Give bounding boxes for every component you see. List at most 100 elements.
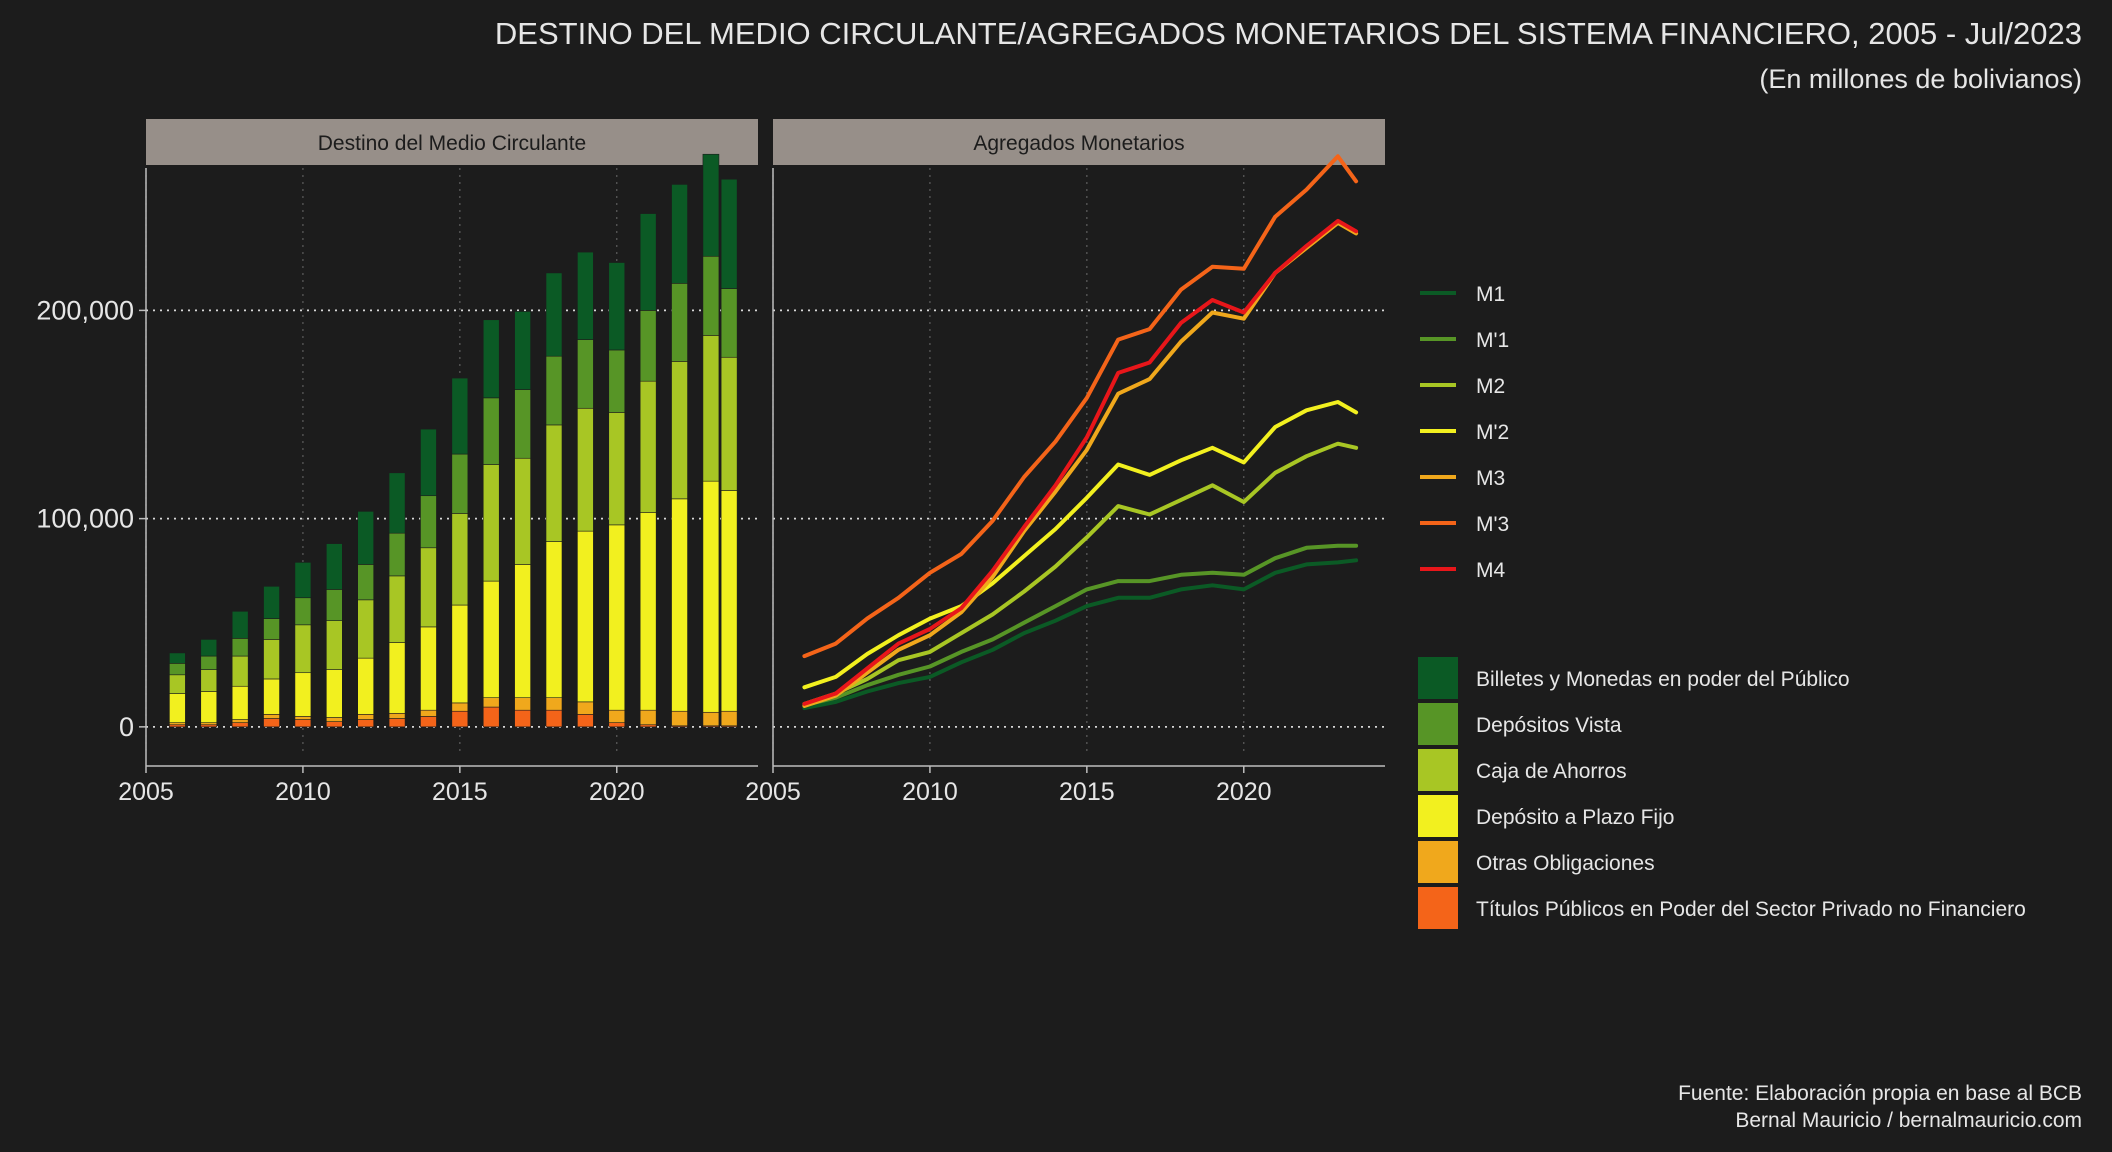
bar-deposito-a-plazo-fijo [451,604,469,704]
bar-caja-de-ahorros [671,361,688,500]
bar-otras-obligaciones [482,697,500,708]
strip-title: Destino del Medio Circulante [318,132,586,155]
bar-titulos-publicos-en-poder-del-sector-privado-no-financiero [200,724,218,728]
panel-destino: Destino del Medio Circulante 2005 2010 2015… [36,119,758,806]
bar-otras-obligaciones [545,697,563,711]
bar-titulos-publicos-en-poder-del-sector-privado-no-financiero [577,714,594,728]
caption-author: Bernal Mauricio / bernalmauricio.com [1735,1109,2082,1132]
bar-billetes-y-monedas-en-poder-del-publico [388,472,406,534]
bar-titulos-publicos-en-poder-del-sector-privado-no-financiero [357,719,374,728]
legend-key-caja-de-ahorros [1418,749,1458,791]
x-tick-label: 2010 [902,778,958,806]
bar-deposito-a-plazo-fijo [326,669,343,718]
bar-billetes-y-monedas-en-poder-del-publico [702,153,720,257]
legend-label-m3: M3 [1476,467,1505,490]
bar-billetes-y-monedas-en-poder-del-publico [577,251,594,340]
bar-depositos-vista [169,663,186,676]
bar-billetes-y-monedas-en-poder-del-publico [608,262,626,351]
bar-caja-de-ahorros [326,620,343,670]
bar-caja-de-ahorros [231,655,249,687]
line-m4 [802,218,1359,706]
x-tick-label: 2005 [118,778,174,806]
bar-caja-de-ahorros [482,464,500,582]
bar-otras-obligaciones [671,710,688,727]
y-tick-label: 0 [119,712,134,742]
bar-titulos-publicos-en-poder-del-sector-privado-no-financiero [263,718,280,728]
bar-deposito-a-plazo-fijo [720,490,738,712]
bar-depositos-vista [357,564,374,601]
bar-deposito-a-plazo-fijo [577,530,594,703]
line-m2 [802,441,1359,706]
bar-billetes-y-monedas-en-poder-del-publico [294,562,312,599]
bar-billetes-y-monedas-en-poder-del-publico [263,585,280,619]
bar-deposito-a-plazo-fijo [482,580,500,698]
bar-deposito-a-plazo-fijo [639,512,657,711]
bar-otras-obligaciones [263,714,280,719]
bar-billetes-y-monedas-en-poder-del-publico [357,511,374,565]
bar-otras-obligaciones [608,709,626,723]
bar-otras-obligaciones [639,709,657,726]
line-m-3 [802,154,1359,659]
chart-subtitle: (En millones de bolivianos) [1759,64,2082,94]
chart-title: DESTINO DEL MEDIO CIRCULANTE/AGREGADOS M… [494,16,2082,51]
bar-caja-de-ahorros [608,412,626,526]
bar-titulos-publicos-en-poder-del-sector-privado-no-financiero [514,709,531,728]
bar-billetes-y-monedas-en-poder-del-publico [514,311,531,390]
bar-depositos-vista [545,355,563,426]
line-m-1 [802,543,1359,707]
bar-caja-de-ahorros [451,513,469,606]
bar-otras-obligaciones [388,713,406,719]
bar-depositos-vista [702,255,720,336]
bar-billetes-y-monedas-en-poder-del-publico [671,184,688,284]
legend-label-m2: M2 [1476,375,1505,398]
y-tick-label: 200,000 [36,295,134,325]
bar-titulos-publicos-en-poder-del-sector-privado-no-financiero [639,724,657,728]
bar-depositos-vista [263,618,280,640]
x-tick-label: 2005 [745,778,801,806]
bar-caja-de-ahorros [514,457,531,565]
bar-billetes-y-monedas-en-poder-del-publico [326,543,343,590]
bar-depositos-vista [482,397,500,465]
bar-caja-de-ahorros [294,624,312,674]
legend-label-deposito-a-plazo-fijo: Depósito a Plazo Fijo [1476,806,1674,829]
legend-label-m-2: M'2 [1476,421,1509,444]
bar-deposito-a-plazo-fijo [200,691,218,723]
bar-depositos-vista [420,495,437,549]
x-tick-label: 2020 [589,778,645,806]
bar-deposito-a-plazo-fijo [388,642,406,714]
bar-depositos-vista [231,638,249,657]
bar-depositos-vista [294,597,312,626]
legend-label-billetes-y-monedas-en-poder-del-publico: Billetes y Monedas en poder del Público [1476,668,1850,691]
bar-caja-de-ahorros [545,424,563,542]
bar-otras-obligaciones [720,710,738,727]
bar-depositos-vista [200,655,218,670]
bar-titulos-publicos-en-poder-del-sector-privado-no-financiero [420,716,437,728]
bar-otras-obligaciones [169,722,186,726]
bar-deposito-a-plazo-fijo [420,626,437,711]
bar-caja-de-ahorros [577,407,594,532]
bar-depositos-vista [577,339,594,409]
bar-deposito-a-plazo-fijo [263,678,280,715]
bar-otras-obligaciones [702,711,720,727]
legend-label-otras-obligaciones: Otras Obligaciones [1476,852,1655,875]
bar-otras-obligaciones [451,702,469,712]
bar-depositos-vista [451,453,469,514]
bar-caja-de-ahorros [639,380,657,513]
bar-titulos-publicos-en-poder-del-sector-privado-no-financiero [545,709,563,728]
bar-otras-obligaciones [577,701,594,715]
legend: M1 M'1 M2 M'2 M3 M'3 M4 Billetes y Monedas en p… [1418,283,2026,929]
bar-titulos-publicos-en-poder-del-sector-privado-no-financiero [388,718,406,728]
legend-key-billetes-y-monedas-en-poder-del-publico [1418,657,1458,699]
bar-otras-obligaciones [231,719,249,723]
bar-deposito-a-plazo-fijo [357,657,374,715]
strip-title: Agregados Monetarios [973,132,1184,155]
legend-label-depositos-vista: Depósitos Vista [1476,714,1622,737]
legend-label-m1: M1 [1476,283,1505,306]
legend-label-m-1: M'1 [1476,329,1509,352]
legend-label-m-3: M'3 [1476,513,1509,536]
bar-caja-de-ahorros [200,669,218,692]
bar-titulos-publicos-en-poder-del-sector-privado-no-financiero [231,722,249,728]
bar-otras-obligaciones [200,722,218,726]
bar-otras-obligaciones [357,714,374,720]
